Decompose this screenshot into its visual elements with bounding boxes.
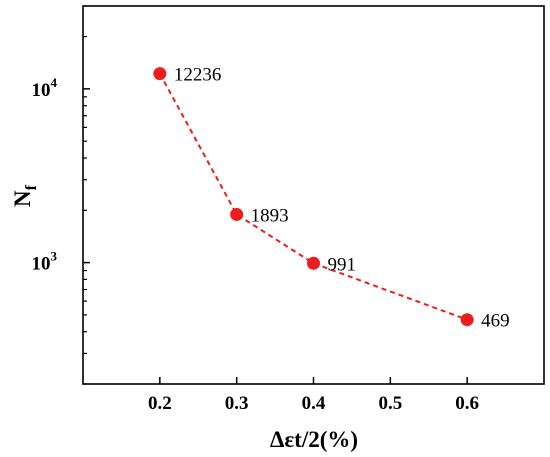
y-tick-label-base: 10 (32, 254, 51, 275)
y-tick-label-exponent: 4 (51, 75, 58, 90)
data-label: 991 (328, 254, 357, 275)
y-axis-title-base: N (10, 190, 35, 207)
y-axis-title: Nf (10, 184, 40, 207)
data-point (460, 313, 474, 327)
data-label: 469 (481, 311, 510, 332)
x-tick-label: 0.3 (225, 393, 249, 414)
x-tick-label: 0.2 (148, 393, 172, 414)
data-label: 1893 (251, 205, 289, 226)
series-line (158, 73, 468, 321)
x-tick-label: 0.6 (455, 393, 479, 414)
x-tick-label: 0.4 (302, 393, 326, 414)
data-label: 12236 (174, 65, 222, 86)
x-axis-title: Δεt/2(%) (270, 427, 358, 452)
y-tick-label-exponent: 3 (51, 249, 58, 264)
x-tick-label: 0.5 (378, 393, 402, 414)
data-point (230, 207, 244, 221)
y-tick-label-base: 10 (32, 80, 51, 101)
plot-frame (82, 5, 545, 385)
y-axis-title-subscript: f (23, 184, 40, 190)
data-point (153, 67, 167, 81)
data-point (307, 256, 320, 270)
y-tick-label: 104 (32, 75, 58, 101)
y-tick-label: 103 (32, 249, 58, 275)
